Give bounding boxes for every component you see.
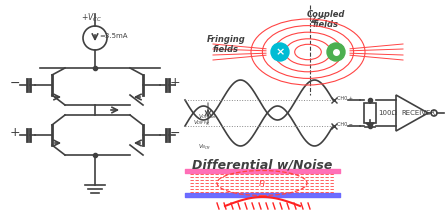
Text: $V_{DIFF_{PK}}$: $V_{DIFF_{PK}}$ <box>193 118 211 127</box>
Text: −: − <box>10 76 20 90</box>
Text: ×: × <box>275 47 285 57</box>
Text: CH0 +: CH0 + <box>337 95 353 101</box>
Text: RECEIVER: RECEIVER <box>401 110 435 116</box>
Text: +: + <box>10 127 20 140</box>
Circle shape <box>327 43 345 61</box>
Polygon shape <box>366 123 374 127</box>
Text: $V_{OFFset}$: $V_{OFFset}$ <box>198 112 217 121</box>
Text: +: + <box>170 76 181 90</box>
Text: Differential w/Noise: Differential w/Noise <box>192 158 332 171</box>
Text: $V_{N_{CM}}$: $V_{N_{CM}}$ <box>198 142 211 152</box>
Text: =3.5mA: =3.5mA <box>99 33 128 39</box>
Text: $+V_{CC}$: $+V_{CC}$ <box>81 12 102 25</box>
Text: Coupled
fields: Coupled fields <box>307 10 345 29</box>
Text: n: n <box>259 178 265 188</box>
Text: −: − <box>170 127 181 140</box>
Text: Fringing
fields: Fringing fields <box>206 35 245 54</box>
Text: CH0 −: CH0 − <box>337 122 353 127</box>
Circle shape <box>271 43 289 61</box>
Text: 100Ω: 100Ω <box>378 110 397 116</box>
